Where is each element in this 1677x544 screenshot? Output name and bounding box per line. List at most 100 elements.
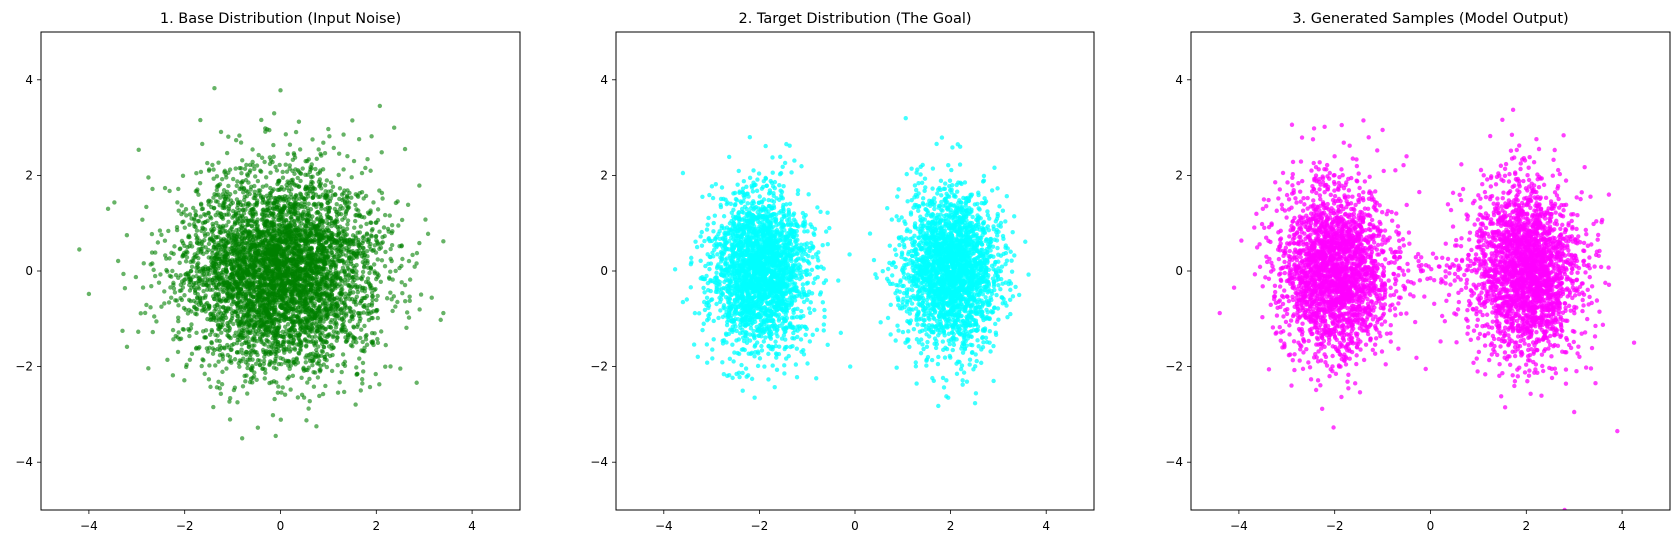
scatter-point [307, 376, 312, 382]
scatter-point [274, 250, 280, 256]
scatter-point [162, 289, 167, 294]
scatter-point [303, 158, 308, 164]
scatter-point [254, 377, 259, 383]
scatter-point [404, 325, 409, 330]
scatter-point [359, 377, 365, 382]
scatter-point [300, 326, 306, 331]
scatter-point [322, 354, 327, 360]
scatter-point [227, 326, 233, 331]
scatter-point [290, 157, 296, 163]
scatter-point [240, 178, 245, 184]
scatter-point [216, 223, 221, 229]
scatter-point [153, 250, 158, 255]
scatter-point [400, 256, 405, 262]
scatter-point [255, 198, 260, 203]
scatter-point [342, 277, 347, 283]
scatter-point [226, 183, 231, 189]
scatter-point [365, 276, 371, 281]
scatter-point [280, 329, 285, 335]
scatter-point [195, 264, 200, 270]
scatter-point [115, 258, 121, 264]
scatter-point [316, 247, 321, 253]
scatter-point [302, 229, 308, 234]
scatter-point [200, 277, 205, 283]
scatter-point [359, 298, 364, 304]
scatter-point [246, 270, 251, 276]
scatter-point [175, 200, 180, 205]
scatter-point [339, 329, 345, 334]
scatter-point [179, 203, 184, 208]
scatter-point [323, 383, 328, 389]
scatter-point [307, 186, 312, 191]
scatter-point [354, 365, 359, 370]
scatter-point [227, 167, 233, 172]
scatter-point [328, 296, 333, 302]
scatter-point [303, 367, 308, 373]
scatter-point [313, 192, 319, 197]
scatter-point [172, 244, 177, 249]
scatter-point [318, 217, 323, 222]
scatter-point [217, 352, 223, 358]
scatter-point [363, 295, 368, 301]
scatter-point [317, 182, 323, 188]
scatter-point [277, 162, 282, 168]
scatter-point [353, 202, 358, 208]
scatter-point [347, 284, 352, 289]
scatter-point [310, 214, 315, 219]
scatter-point [224, 175, 229, 180]
scatter-point [260, 257, 266, 263]
scatter-point [243, 218, 249, 224]
scatter-point [340, 233, 346, 239]
scatter-point [228, 232, 234, 238]
scatter-point [269, 195, 274, 200]
scatter-point [355, 289, 361, 295]
scatter-point [214, 294, 220, 299]
scatter-point [315, 308, 320, 313]
scatter-point [261, 361, 267, 367]
scatter-point [166, 228, 171, 234]
scatter-point [188, 277, 194, 283]
scatter-point [259, 195, 264, 200]
scatter-point [353, 299, 358, 304]
scatter-point [309, 324, 315, 329]
scatter-point [268, 185, 273, 191]
scatter-point [248, 293, 253, 299]
scatter-point [298, 171, 304, 176]
scatter-point [229, 316, 235, 321]
scatter-point [288, 363, 293, 368]
scatter-point [257, 291, 263, 297]
scatter-point [292, 219, 297, 224]
scatter-point [253, 193, 259, 198]
scatter-point [365, 157, 370, 162]
scatter-point [182, 225, 187, 230]
scatter-point [183, 207, 189, 212]
scatter-point [264, 193, 269, 199]
scatter-point [250, 304, 255, 310]
scatter-point [301, 316, 306, 322]
scatter-point [187, 333, 192, 339]
scatter-point [200, 266, 206, 271]
scatter-point [268, 158, 274, 163]
scatter-point [187, 282, 192, 288]
scatter-point [308, 287, 313, 292]
scatter-point [260, 333, 265, 339]
scatter-point [295, 283, 300, 288]
scatter-point [178, 296, 183, 301]
scatter-point [293, 201, 298, 206]
scatter-point [290, 205, 296, 210]
scatter-point [306, 292, 311, 297]
scatter-point [296, 342, 301, 347]
scatter-point [180, 240, 186, 246]
scatter-point [305, 273, 311, 278]
scatter-point [167, 256, 172, 261]
scatter-point [238, 299, 243, 305]
scatter-point [349, 256, 354, 261]
scatter-point [177, 260, 182, 266]
scatter-point [295, 175, 300, 181]
scatter-point [257, 358, 263, 363]
scatter-point [277, 178, 282, 183]
scatter-point [206, 284, 212, 289]
scatter-point [362, 323, 367, 329]
scatter-point [346, 267, 352, 272]
scatter-point [308, 181, 314, 187]
